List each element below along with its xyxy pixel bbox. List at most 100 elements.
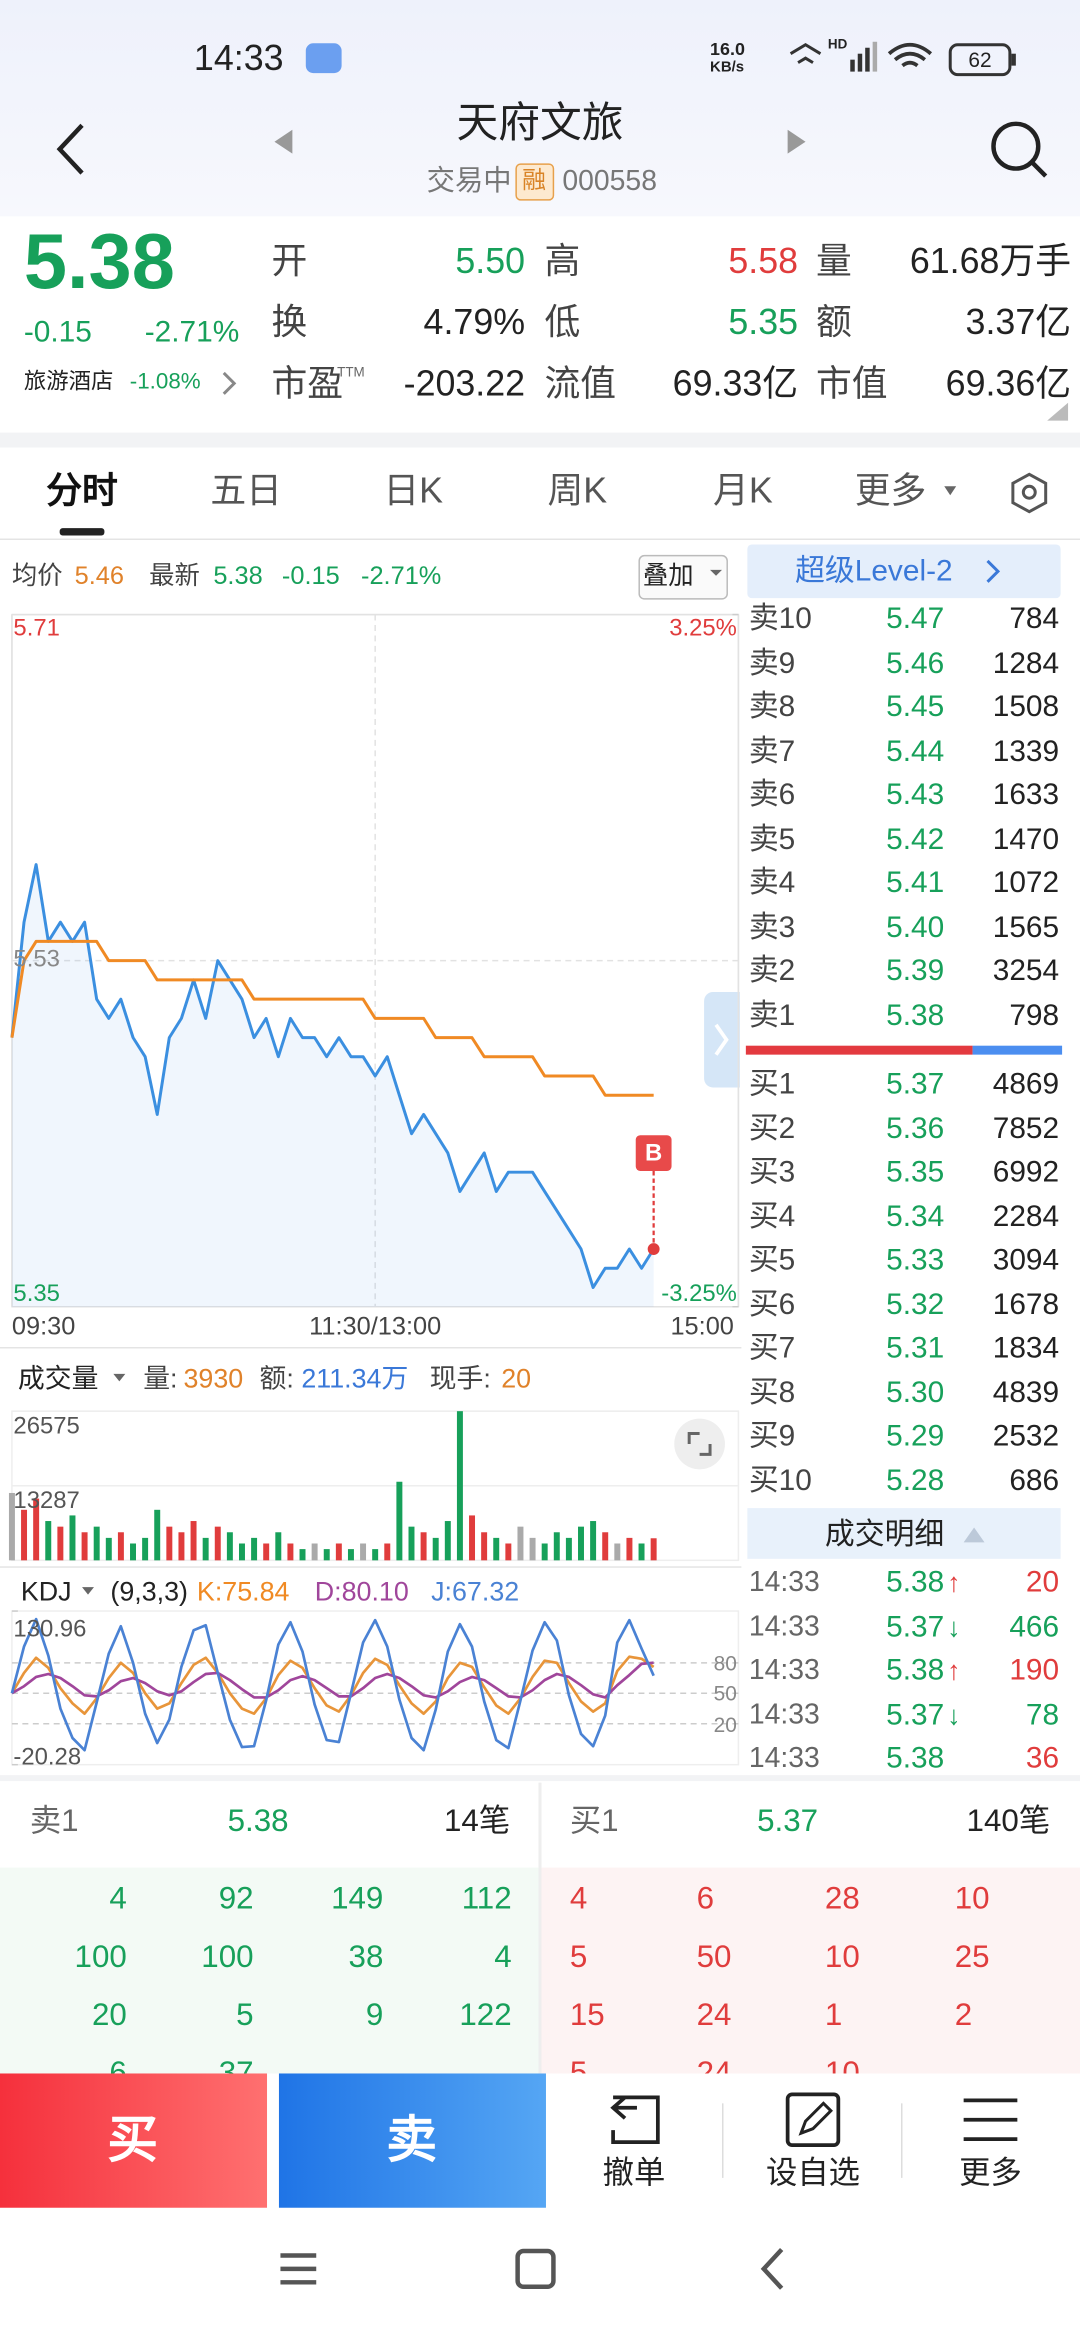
overlay-label[interactable]: 叠加	[642, 561, 694, 590]
field-label: 市值	[815, 363, 888, 405]
book-volume: 1072	[992, 867, 1060, 900]
book-price: 5.47	[886, 602, 945, 636]
y2-tick-label: 3.25%	[669, 616, 737, 642]
buy-strength	[972, 1045, 1063, 1055]
search-button[interactable]	[991, 121, 1041, 171]
field-label: 换	[271, 302, 308, 344]
queue-order: 2	[954, 1998, 973, 2033]
book-price: 5.30	[886, 1376, 945, 1410]
divider	[721, 2103, 724, 2178]
fullscreen-button[interactable]	[674, 1418, 725, 1470]
overlay-button[interactable]	[638, 554, 728, 600]
book-label: 买5	[748, 1244, 796, 1278]
last-change-pct: -2.71%	[360, 561, 442, 590]
sell-label[interactable]: 卖	[386, 2112, 438, 2169]
app-icon	[305, 43, 342, 74]
corner-mark	[1047, 402, 1069, 421]
settings-icon[interactable]	[1011, 472, 1048, 514]
more-icon[interactable]	[963, 2098, 1018, 2141]
marker-label: B	[645, 1141, 663, 1167]
watch-label[interactable]: 设自选	[765, 2156, 860, 2191]
book-volume: 7852	[992, 1112, 1060, 1145]
trade-time: 14:33	[748, 1655, 820, 1687]
volume-bar	[650, 1538, 657, 1561]
tab[interactable]: 日K	[383, 471, 444, 512]
watch-icon[interactable]	[785, 2092, 841, 2147]
nav-home[interactable]	[515, 2248, 556, 2290]
queue-price: 5.37	[757, 1804, 819, 1839]
volume-bar	[360, 1543, 367, 1561]
trade-volume: 190	[1009, 1654, 1060, 1688]
tab[interactable]: 五日	[210, 471, 282, 512]
avg-value: 5.46	[74, 561, 124, 590]
volume-bar	[81, 1532, 88, 1561]
volume-bar	[347, 1549, 354, 1561]
queue-order: 24	[696, 1998, 732, 2033]
signal-icon	[850, 41, 878, 72]
trade-time: 14:33	[748, 1567, 820, 1599]
volume-bar	[505, 1543, 512, 1561]
book-label: 卖10	[748, 602, 812, 636]
volume-bar	[590, 1521, 597, 1561]
volume-bar	[154, 1509, 161, 1561]
trades-title[interactable]: 成交明细	[824, 1518, 945, 1552]
tab[interactable]: 周K	[547, 471, 608, 512]
next-stock[interactable]	[787, 129, 806, 154]
queue-label: 买1	[569, 1804, 619, 1839]
volume-bar	[444, 1521, 451, 1561]
level2-label[interactable]: 超级Level-2	[795, 554, 953, 588]
last-change: -0.15	[281, 561, 340, 590]
trade-price: 5.38	[886, 1566, 945, 1600]
more-label[interactable]: 更多	[959, 2156, 1022, 2191]
book-price: 5.38	[886, 999, 945, 1033]
volume-bar	[57, 1526, 64, 1561]
sell-button[interactable]	[278, 2073, 546, 2208]
divider	[0, 1347, 742, 1349]
trade-volume: 36	[1025, 1742, 1060, 1776]
book-price: 5.41	[886, 867, 945, 900]
separator	[0, 1775, 1080, 1782]
trade-price: 5.37	[886, 1610, 945, 1644]
level2-button[interactable]	[747, 544, 1061, 599]
volume-bar	[638, 1543, 645, 1561]
mute-icon	[789, 43, 822, 64]
tab[interactable]: 月K	[713, 471, 773, 512]
volume-bar	[299, 1549, 306, 1561]
last-point	[647, 1243, 660, 1256]
sector-name[interactable]: 旅游酒店	[23, 369, 114, 395]
volume-bar	[69, 1515, 76, 1561]
prev-stock[interactable]	[274, 129, 293, 154]
queue-order: 149	[331, 1881, 384, 1917]
volume-bar	[202, 1537, 209, 1561]
buy-button[interactable]	[0, 2073, 268, 2208]
trade-price: 5.38	[886, 1742, 945, 1776]
cancel-label[interactable]: 撤单	[602, 2156, 666, 2191]
indicator-menu[interactable]: KDJ	[20, 1576, 72, 1607]
book-label: 卖4	[748, 867, 796, 900]
field-label: 高	[544, 241, 581, 282]
book-volume: 1470	[992, 823, 1060, 856]
battery-level: 62	[968, 47, 992, 72]
book-price: 5.33	[886, 1244, 945, 1278]
sector-arrow[interactable]	[222, 371, 237, 395]
nav-back[interactable]	[760, 2247, 784, 2290]
buy-label[interactable]: 买	[107, 2112, 159, 2169]
book-label: 买1	[748, 1068, 796, 1101]
stock-code: 000558	[562, 166, 657, 198]
marker-box	[635, 1135, 672, 1171]
j-value: J:67.32	[431, 1576, 520, 1607]
trade-time: 14:33	[748, 1743, 820, 1775]
tab[interactable]: 分时	[46, 471, 118, 512]
volume-menu[interactable]: 成交量	[17, 1363, 99, 1394]
trade-time: 14:33	[748, 1699, 820, 1731]
nav-menu[interactable]	[280, 2253, 317, 2285]
clock: 14:33	[193, 38, 284, 80]
battery-icon	[948, 43, 1012, 77]
tab[interactable]: 更多	[854, 471, 927, 512]
queue-order: 4	[569, 1881, 588, 1917]
back-button[interactable]	[56, 123, 84, 175]
expand-tab[interactable]	[704, 991, 740, 1088]
cancel-icon[interactable]	[610, 2095, 660, 2144]
book-price: 5.36	[886, 1112, 945, 1145]
